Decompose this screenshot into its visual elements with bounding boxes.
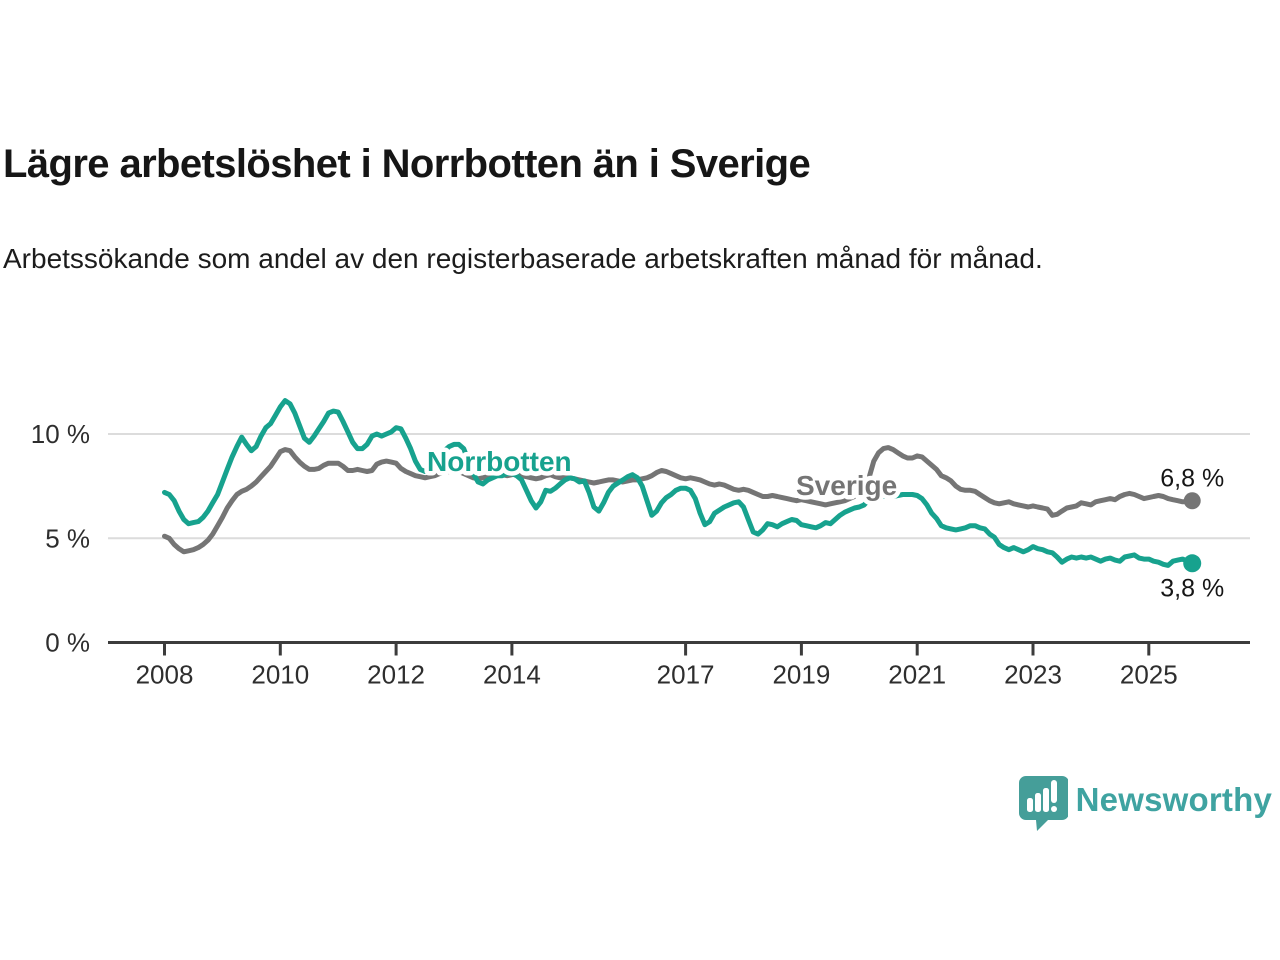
logo-exclamation-dot xyxy=(1050,806,1057,812)
newsworthy-logo: Newsworthy xyxy=(1016,769,1272,831)
newsworthy-logo-icon xyxy=(1018,776,1068,831)
x-tick-label-2023: 2023 xyxy=(1004,660,1062,690)
chart-title: Lägre arbetslöshet i Norrbotten än i Sve… xyxy=(3,142,811,186)
y-tick-label-5: 5 % xyxy=(45,523,90,553)
chart-subtitle: Arbetssökande som andel av den registerb… xyxy=(3,243,1043,274)
sverige-end-value-label: 6,8 % xyxy=(1160,465,1224,493)
x-tick-label-2021: 2021 xyxy=(888,660,946,690)
y-tick-label-10: 10 % xyxy=(31,419,90,449)
x-tick-label-2017: 2017 xyxy=(657,660,715,690)
sverige-line xyxy=(162,445,1195,555)
newsworthy-brand-text: Newsworthy xyxy=(1075,781,1272,818)
norrbotten-series-label: Norrbotten xyxy=(427,446,572,477)
logo-bar-3 xyxy=(1042,788,1049,812)
norrbotten-end-value-label: 3,8 % xyxy=(1160,574,1224,602)
x-tick-label-2008: 2008 xyxy=(136,660,194,690)
logo-bar-1 xyxy=(1026,798,1033,812)
x-tick-label-2014: 2014 xyxy=(483,660,541,690)
logo-bar-2 xyxy=(1034,793,1041,812)
logo-exclamation-bar xyxy=(1050,780,1057,803)
y-tick-label-0: 0 % xyxy=(45,628,90,658)
x-tick-label-2019: 2019 xyxy=(772,660,830,690)
x-tick-label-2025: 2025 xyxy=(1120,660,1178,690)
norrbotten-line xyxy=(162,398,1195,568)
sverige-end-dot xyxy=(1183,492,1201,510)
x-tick-label-2010: 2010 xyxy=(251,660,309,690)
x-tick-label-2012: 2012 xyxy=(367,660,425,690)
norrbotten-end-dot xyxy=(1183,554,1202,573)
sverige-series-label: Sverige xyxy=(796,470,897,501)
